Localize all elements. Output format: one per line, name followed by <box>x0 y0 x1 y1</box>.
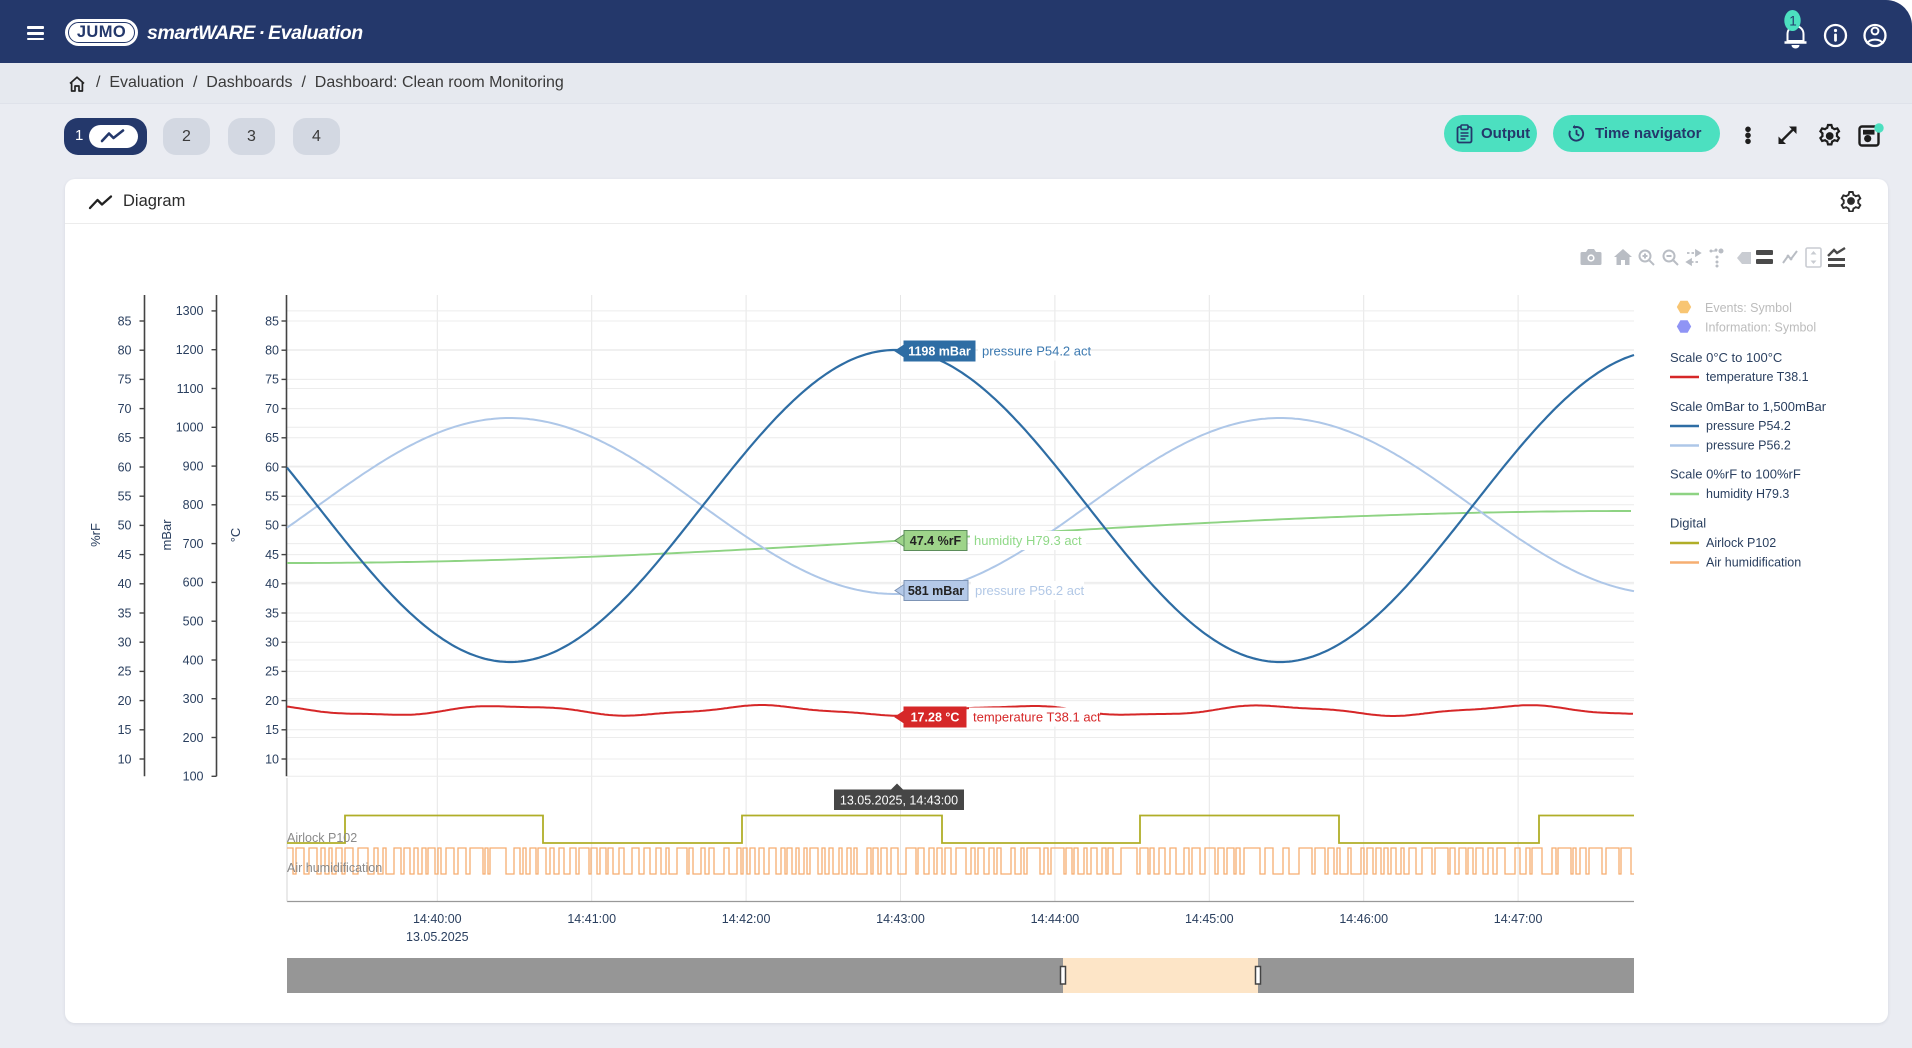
svg-text:1: 1 <box>1789 14 1797 29</box>
